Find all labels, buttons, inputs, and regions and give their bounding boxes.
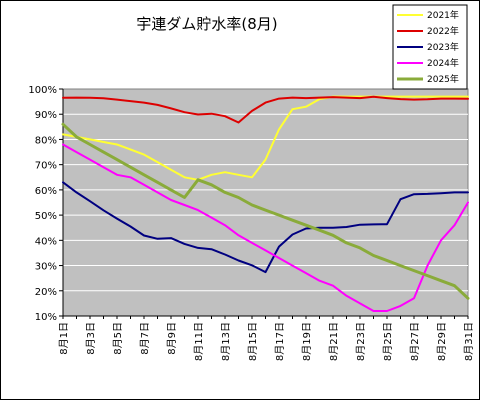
y-tick-label: 20% (35, 287, 57, 298)
x-tick-label: 8月27日 (409, 322, 421, 361)
y-tick-label: 30% (35, 262, 57, 273)
x-tick-label: 8月5日 (112, 322, 124, 355)
legend-label: 2021年 (427, 9, 459, 21)
y-tick-label: 100% (28, 85, 57, 96)
x-tick-label: 8月13日 (220, 322, 232, 361)
legend-label: 2023年 (427, 41, 459, 53)
series-line-2023年 (62, 181, 469, 274)
x-tick-label: 8月3日 (85, 322, 97, 355)
legend-label: 2025年 (427, 73, 459, 85)
series-line-2021年 (62, 95, 469, 181)
y-tick-label: 50% (35, 211, 57, 222)
legend-label: 2022年 (427, 25, 459, 37)
y-tick-label: 90% (35, 110, 57, 121)
x-tick-label: 8月23日 (355, 322, 367, 361)
chart-title: 宇連ダム貯水率(8月) (136, 15, 277, 33)
x-tick-label: 8月15日 (247, 322, 259, 361)
series-line-2022年 (62, 95, 469, 124)
x-tick-label: 8月31日 (463, 322, 475, 361)
x-tick-label: 8月7日 (139, 322, 151, 355)
x-tick-label: 8月19日 (301, 322, 313, 361)
y-tick-label: 80% (35, 135, 57, 146)
x-tick-label: 8月9日 (166, 322, 178, 355)
series-line-2024年 (62, 143, 469, 312)
y-tick-label: 70% (35, 161, 57, 172)
x-tick-label: 8月1日 (58, 322, 70, 355)
plot-area (62, 88, 469, 317)
y-tick-label: 60% (35, 186, 57, 197)
x-tick-label: 8月25日 (382, 322, 394, 361)
series-line-2025年 (61, 122, 470, 300)
x-tick-label: 8月11日 (193, 322, 205, 361)
y-tick-label: 10% (35, 312, 57, 323)
x-tick-label: 8月21日 (328, 322, 340, 361)
y-tick-label: 40% (35, 236, 57, 247)
x-tick-label: 8月29日 (436, 322, 448, 361)
legend-label: 2024年 (427, 57, 459, 69)
x-tick-label: 8月17日 (274, 322, 286, 361)
